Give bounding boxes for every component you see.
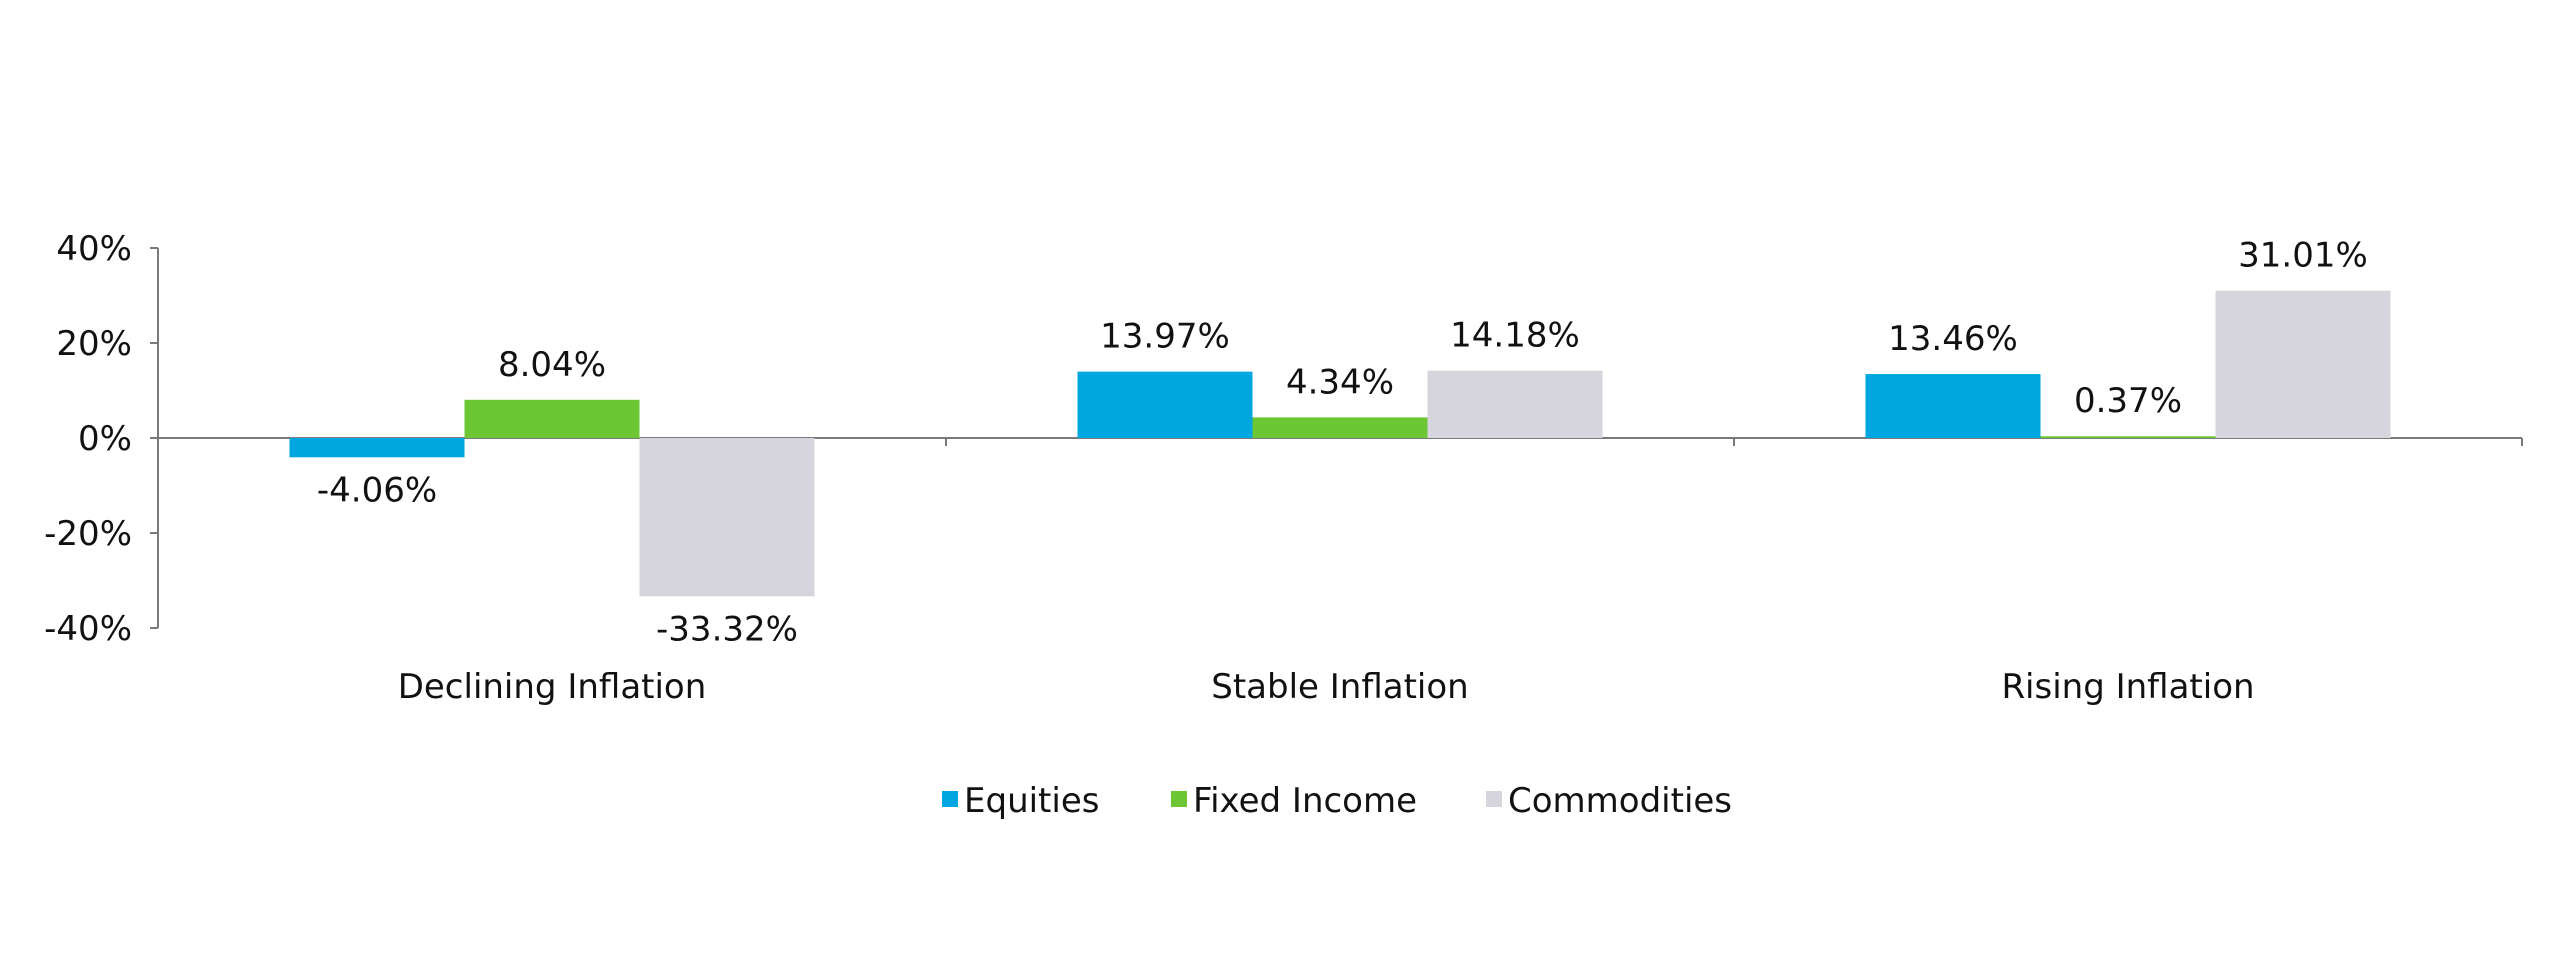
legend-swatch — [1486, 791, 1502, 807]
data-label: -4.06% — [317, 470, 437, 510]
y-tick-label: 0% — [78, 419, 132, 459]
legend-label: Equities — [964, 781, 1099, 821]
chart-data-labels: -4.06% 8.04% -33.32% 13.97% 4.34% 14.18% 13.46… — [317, 236, 2368, 650]
chart-legend: Equities Fixed Income Commodities — [942, 781, 1732, 821]
legend-swatch — [1171, 791, 1187, 807]
data-label: 13.97% — [1100, 317, 1230, 357]
y-tick-label: 40% — [56, 229, 132, 269]
data-label: 31.01% — [2238, 236, 2368, 276]
bar — [2215, 290, 2391, 438]
bar — [1427, 370, 1603, 438]
chart-axes: 40% 20% 0% -20% -40% Declining Inflation Stabl… — [44, 229, 2523, 707]
data-label: 13.46% — [1888, 319, 2018, 359]
bar — [289, 438, 465, 458]
legend-label: Fixed Income — [1193, 781, 1417, 821]
chart-bars — [289, 290, 2391, 597]
x-category-label: Declining Inflation — [398, 667, 707, 707]
data-label: -33.32% — [656, 609, 798, 649]
bar — [639, 438, 815, 597]
legend-swatch — [942, 791, 958, 807]
data-label: 4.34% — [1286, 362, 1394, 402]
bar — [1252, 417, 1428, 438]
bar — [1077, 371, 1253, 438]
data-label: 0.37% — [2074, 381, 2182, 421]
y-tick-label: -20% — [44, 514, 132, 554]
y-tick-label: -40% — [44, 609, 132, 649]
x-category-label: Rising Inflation — [2001, 667, 2254, 707]
y-tick-label: 20% — [56, 324, 132, 364]
legend-label: Commodities — [1508, 781, 1732, 821]
data-label: 8.04% — [498, 345, 606, 385]
bar — [464, 399, 640, 438]
bar — [1865, 374, 2041, 438]
data-label: 14.18% — [1450, 316, 1580, 356]
x-category-label: Stable Inflation — [1211, 667, 1468, 707]
bar — [2040, 436, 2216, 438]
